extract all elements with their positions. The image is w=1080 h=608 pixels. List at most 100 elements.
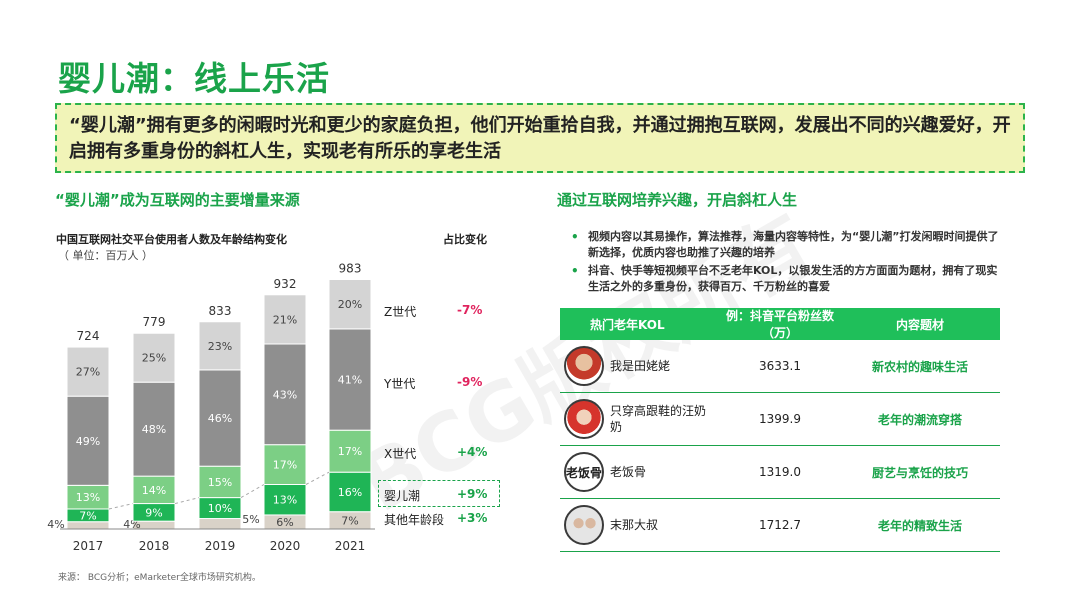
chart-unit: （ 单位：百万人 ）	[58, 249, 153, 262]
kol-table-header: 热门老年KOL 例：抖音平台粉丝数（万） 内容题材	[560, 308, 1000, 340]
x-tick-label: 2017	[73, 539, 104, 553]
change-z-generation: -7%	[457, 303, 483, 317]
kol-topic: 新农村的趣味生活	[871, 359, 968, 374]
avatar	[564, 399, 604, 439]
segment-value-label: 20%	[338, 298, 362, 311]
bullet-list: • 视频内容以其易操作，算法推荐，海量内容等特性，为“婴儿潮”打发闲暇时间提供了…	[568, 229, 1008, 297]
x-tick-label: 2019	[205, 539, 236, 553]
bar-segment	[263, 483, 307, 516]
bar-segment	[263, 294, 307, 345]
segment-value-label: 7%	[341, 514, 358, 527]
change-other-age: +3%	[457, 511, 488, 525]
bar-total-label: 724	[77, 329, 100, 343]
table-row: 老饭骨 老饭骨 1319.0 厨艺与烹饪的技巧	[560, 446, 1000, 499]
kol-topic: 老年的精致生活	[877, 518, 962, 533]
logo-avatar: 老饭骨	[564, 452, 604, 492]
trend-connector	[240, 484, 265, 499]
bar-total-label: 833	[209, 304, 232, 318]
trend-connector	[174, 497, 200, 505]
segment-value-label: 46%	[208, 412, 232, 425]
segment-value-label: 43%	[273, 388, 297, 401]
change-x-generation: +4%	[457, 445, 488, 459]
bar-total-label: 932	[274, 277, 297, 291]
segment-value-label: 25%	[142, 352, 166, 365]
summary-callout: “婴儿潮”拥有更多的闲暇时光和更少的家庭负担，他们开始重拾自我，并通过拥抱互联网…	[55, 103, 1025, 173]
segment-value-label: 15%	[208, 476, 232, 489]
segment-value-label: 13%	[76, 491, 100, 504]
segment-value-label: 16%	[338, 486, 362, 499]
segment-value-label: 23%	[208, 340, 232, 353]
segment-value-label: 10%	[208, 502, 232, 515]
bullet-text: 抖音、快手等短视频平台不乏老年KOL，以银发生活的方方面面为题材，拥有了现实生活…	[588, 264, 998, 293]
avatar	[564, 346, 604, 386]
segment-value-label: 27%	[76, 366, 100, 379]
kol-table: 热门老年KOL 例：抖音平台粉丝数（万） 内容题材 我是田姥姥 3633.1 新…	[560, 308, 1000, 552]
segment-value-label: 6%	[276, 516, 293, 529]
kol-name: 末那大叔	[610, 518, 659, 532]
avatar	[564, 505, 604, 545]
bullet-dot-icon: •	[571, 230, 579, 244]
legend-y-generation: Y世代	[384, 377, 416, 391]
segment-value-label: 48%	[142, 423, 166, 436]
bar-segment	[263, 343, 307, 446]
bar-segment	[132, 332, 176, 383]
table-row: 末那大叔 1712.7 老年的精致生活	[560, 499, 1000, 552]
segment-value-label: 41%	[338, 374, 362, 387]
bullet-text: 视频内容以其易操作，算法推荐，海量内容等特性，为“婴儿潮”打发闲暇时间提供了新选…	[588, 230, 999, 259]
bar-segment	[328, 279, 372, 330]
left-section-heading: “婴儿潮”成为互联网的主要增量来源	[55, 191, 300, 209]
bar-segment	[66, 521, 110, 530]
segment-value-label: 14%	[142, 484, 166, 497]
bar-segment	[328, 429, 372, 473]
header-topic: 内容题材	[895, 317, 944, 332]
segment-value-label: 4%	[47, 518, 64, 531]
bar-segment	[132, 475, 176, 505]
source-note: 来源： BCG分析；eMarketer全球市场研究机构。	[58, 573, 261, 583]
segment-value-label: 17%	[338, 445, 362, 458]
trend-connector	[305, 471, 330, 485]
legend-baby-boomer: 婴儿潮	[384, 489, 421, 503]
kol-topic: 老年的潮流穿搭	[877, 412, 962, 427]
x-tick-label: 2020	[270, 539, 301, 553]
chart-title: 中国互联网社交平台使用者人数及年龄结构变化	[56, 233, 287, 246]
right-section-heading: 通过互联网培养兴趣，开启斜杠人生	[557, 191, 798, 209]
segment-value-label: 21%	[273, 313, 297, 326]
kol-fans: 1712.7	[759, 518, 801, 532]
bar-segment	[198, 321, 242, 371]
legend-other-age: 其他年龄段	[384, 513, 445, 527]
baby-boomer-highlight-box	[378, 480, 500, 507]
kol-topic: 厨艺与烹饪的技巧	[871, 465, 968, 480]
segment-value-label: 7%	[79, 509, 96, 522]
segment-value-label: 49%	[76, 435, 100, 448]
kol-name: 老饭骨	[610, 465, 647, 479]
summary-text: “婴儿潮”拥有更多的闲暇时光和更少的家庭负担，他们开始重拾自我，并通过拥抱互联网…	[69, 115, 1011, 162]
bar-segment	[263, 444, 307, 485]
table-row: 只穿高跟鞋的汪奶奶 1399.9 老年的潮流穿搭	[560, 393, 1000, 446]
bar-segment	[198, 518, 242, 530]
bar-total-label: 779	[143, 315, 166, 329]
kol-name: 只穿高跟鞋的汪奶奶	[610, 404, 707, 434]
bullet-dot-icon: •	[571, 264, 579, 278]
change-column-heading: 占比变化	[443, 233, 487, 246]
bar-total-label: 983	[339, 262, 362, 276]
bar-segment	[198, 369, 242, 467]
kol-name: 我是田姥姥	[610, 359, 671, 373]
kol-fans: 1319.0	[759, 465, 801, 479]
change-baby-boomer: +9%	[457, 487, 488, 501]
bullet-item: • 视频内容以其易操作，算法推荐，海量内容等特性，为“婴儿潮”打发闲暇时间提供了…	[568, 229, 1008, 261]
x-tick-label: 2021	[335, 539, 366, 553]
kol-fans: 3633.1	[759, 359, 801, 373]
segment-value-label: 9%	[145, 506, 162, 519]
legend-z-generation: Z世代	[384, 305, 417, 319]
bar-segment	[66, 395, 110, 486]
header-fans: 例：抖音平台粉丝数（万）	[725, 309, 834, 340]
bar-segment	[66, 346, 110, 397]
kol-fans: 1399.9	[759, 412, 801, 426]
header-kol: 热门老年KOL	[590, 317, 665, 332]
x-tick-label: 2018	[139, 539, 170, 553]
trend-connector	[108, 503, 134, 510]
segment-value-label: 5%	[242, 513, 259, 526]
table-row: 我是田姥姥 3633.1 新农村的趣味生活	[560, 340, 1000, 393]
legend-x-generation: X世代	[384, 447, 417, 461]
change-y-generation: -9%	[457, 375, 483, 389]
